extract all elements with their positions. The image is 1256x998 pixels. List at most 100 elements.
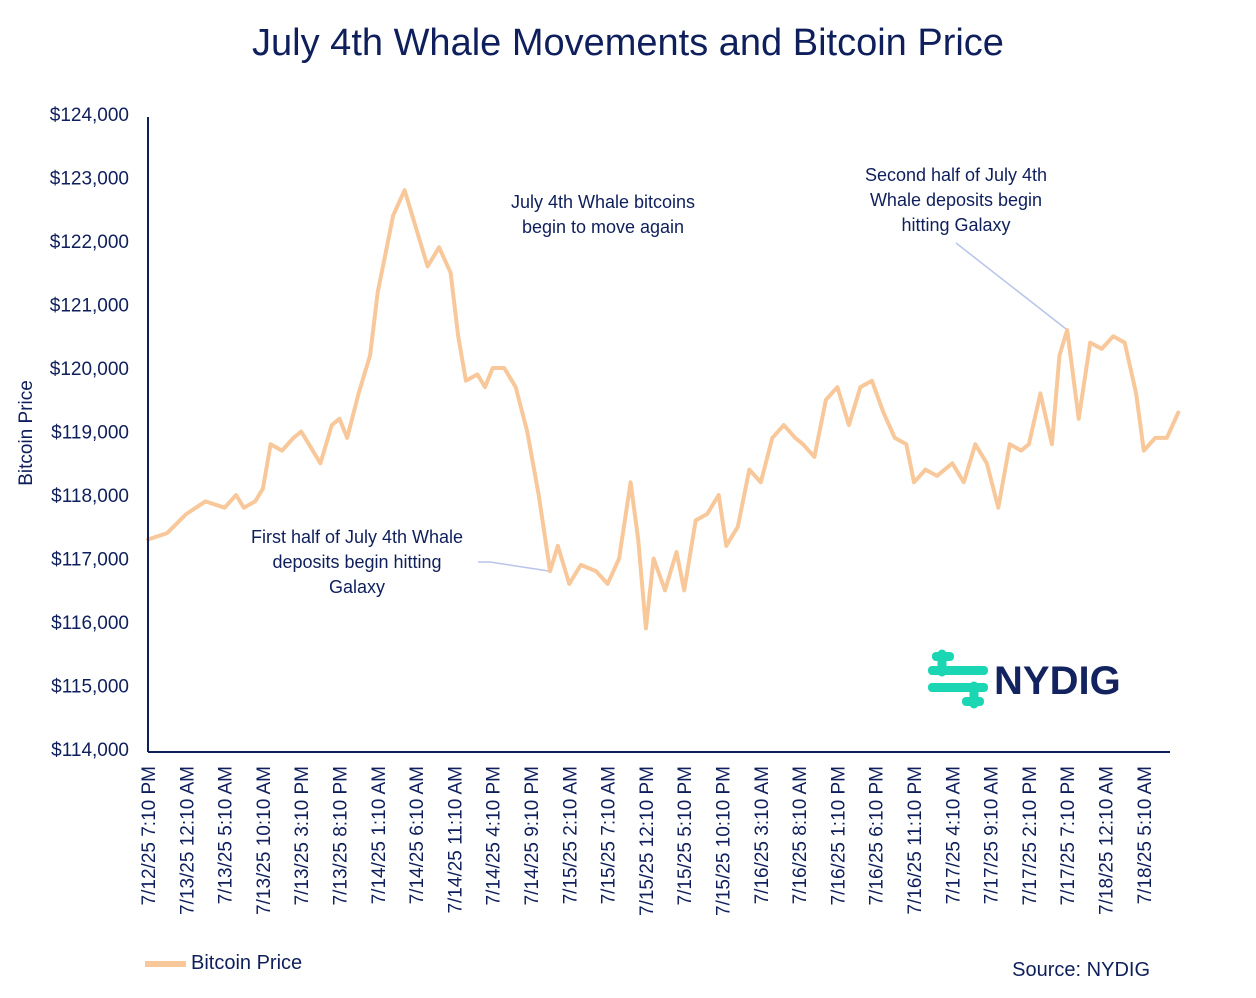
price-point bbox=[1111, 334, 1115, 338]
price-point bbox=[203, 499, 207, 503]
price-point bbox=[292, 436, 295, 440]
annotation-line-text: begin to move again bbox=[522, 217, 684, 237]
x-tick-label: 7/14/25 9:10 PM bbox=[522, 766, 543, 905]
annotation-text: July 4th Whale bitcoins begin to move aga… bbox=[511, 192, 695, 237]
y-tick-label: $115,000 bbox=[51, 677, 129, 698]
y-tick-label: $124,000 bbox=[50, 105, 129, 126]
price-point bbox=[403, 188, 407, 192]
price-point bbox=[617, 557, 621, 560]
price-point bbox=[537, 493, 541, 497]
price-point bbox=[717, 493, 721, 497]
price-point bbox=[357, 391, 361, 395]
price-point bbox=[1176, 410, 1180, 414]
x-tick-label: 7/17/25 4:10 AM bbox=[943, 766, 964, 904]
price-point bbox=[1142, 449, 1146, 453]
x-tick-label: 7/13/25 5:10 AM bbox=[216, 766, 237, 904]
price-point bbox=[1008, 442, 1012, 446]
price-point bbox=[912, 480, 916, 484]
price-point bbox=[835, 385, 839, 389]
price-point bbox=[724, 544, 728, 548]
annotation-line-text: First half of July 4th Whale bbox=[251, 527, 463, 547]
price-point bbox=[1153, 436, 1157, 440]
price-point bbox=[280, 449, 284, 453]
price-point bbox=[996, 506, 1000, 510]
price-point bbox=[950, 461, 954, 465]
price-point bbox=[579, 563, 583, 567]
annotation-line-text: deposits begin hitting bbox=[272, 552, 441, 572]
y-tick-label: $123,000 bbox=[50, 169, 129, 190]
price-point bbox=[548, 569, 552, 573]
price-point bbox=[253, 499, 257, 503]
x-tick-label: 7/17/25 2:10 PM bbox=[1020, 766, 1041, 905]
price-point bbox=[261, 487, 265, 491]
price-point bbox=[858, 385, 862, 389]
price-point bbox=[973, 442, 977, 446]
price-point bbox=[629, 480, 633, 484]
annotation-text: First half of July 4th Whale deposits beg… bbox=[251, 527, 463, 597]
series-line-bitcoin-price bbox=[146, 188, 1181, 631]
price-point bbox=[904, 442, 908, 446]
x-tick-label: 7/12/25 7:10 PM bbox=[139, 766, 160, 905]
x-tick-label: 7/15/25 12:10 PM bbox=[637, 766, 658, 916]
annotation-line-text: Galaxy bbox=[329, 577, 385, 597]
y-axis-label: Bitcoin Price bbox=[16, 380, 37, 486]
price-point bbox=[307, 442, 311, 446]
chart-title: July 4th Whale Movements and Bitcoin Pri… bbox=[252, 22, 1004, 64]
price-point bbox=[567, 582, 571, 586]
price-point bbox=[881, 410, 885, 414]
y-tick-label: $120,000 bbox=[50, 359, 129, 380]
price-point bbox=[475, 372, 479, 376]
price-point bbox=[893, 436, 897, 440]
price-point bbox=[1123, 341, 1127, 345]
price-point bbox=[663, 588, 667, 592]
price-point bbox=[391, 214, 395, 218]
price-point bbox=[483, 385, 487, 389]
price-point bbox=[1077, 417, 1081, 421]
price-point bbox=[652, 557, 656, 560]
x-tick-label: 7/14/25 4:10 PM bbox=[484, 766, 505, 905]
price-point bbox=[924, 468, 927, 472]
axes bbox=[147, 117, 1170, 753]
price-point bbox=[675, 550, 678, 554]
x-tick-label: 7/17/25 9:10 AM bbox=[982, 766, 1003, 904]
price-point bbox=[1019, 449, 1023, 453]
annotation-leader-lines bbox=[478, 242, 1068, 572]
x-tick-label: 7/16/25 6:10 PM bbox=[867, 766, 888, 905]
price-point bbox=[514, 385, 518, 389]
price-point bbox=[318, 461, 322, 465]
annotation-line-text: hitting Galaxy bbox=[901, 215, 1010, 235]
x-tick-label: 7/17/25 7:10 PM bbox=[1058, 766, 1079, 905]
price-point bbox=[770, 436, 774, 440]
price-point bbox=[502, 366, 506, 370]
price-point bbox=[184, 512, 188, 516]
y-tick-label: $121,000 bbox=[50, 296, 129, 317]
price-point bbox=[812, 455, 816, 459]
price-point bbox=[962, 480, 966, 484]
series-points bbox=[146, 188, 1180, 630]
x-tick-label: 7/16/25 3:10 AM bbox=[752, 766, 773, 904]
price-point bbox=[269, 442, 273, 446]
price-point bbox=[636, 538, 640, 541]
price-point bbox=[606, 582, 610, 586]
price-point bbox=[793, 436, 797, 440]
x-tick-label: 7/18/25 5:10 AM bbox=[1135, 766, 1156, 904]
price-point bbox=[556, 544, 560, 548]
price-point bbox=[368, 353, 372, 357]
price-point bbox=[223, 506, 227, 510]
x-tick-label: 7/14/25 11:10 AM bbox=[445, 766, 466, 914]
price-point bbox=[414, 226, 418, 230]
x-tick-label: 7/14/25 1:10 AM bbox=[369, 766, 390, 904]
price-point bbox=[935, 474, 939, 478]
price-point bbox=[464, 379, 468, 383]
price-point bbox=[705, 512, 709, 516]
x-tick-labels: 7/12/25 7:10 PM 7/13/25 12:10 AM 7/13/25 5… bbox=[139, 766, 1156, 916]
price-point bbox=[1038, 391, 1042, 395]
price-point bbox=[759, 480, 763, 484]
y-tick-label: $116,000 bbox=[51, 613, 129, 634]
annotation-text: Second half of July 4th Whale deposits be… bbox=[865, 165, 1047, 235]
price-point bbox=[801, 442, 805, 446]
price-point bbox=[525, 430, 529, 433]
annotations: July 4th Whale bitcoins begin to move aga… bbox=[251, 165, 1047, 597]
y-tick-label: $117,000 bbox=[51, 550, 129, 571]
annotation-leader bbox=[478, 561, 551, 572]
